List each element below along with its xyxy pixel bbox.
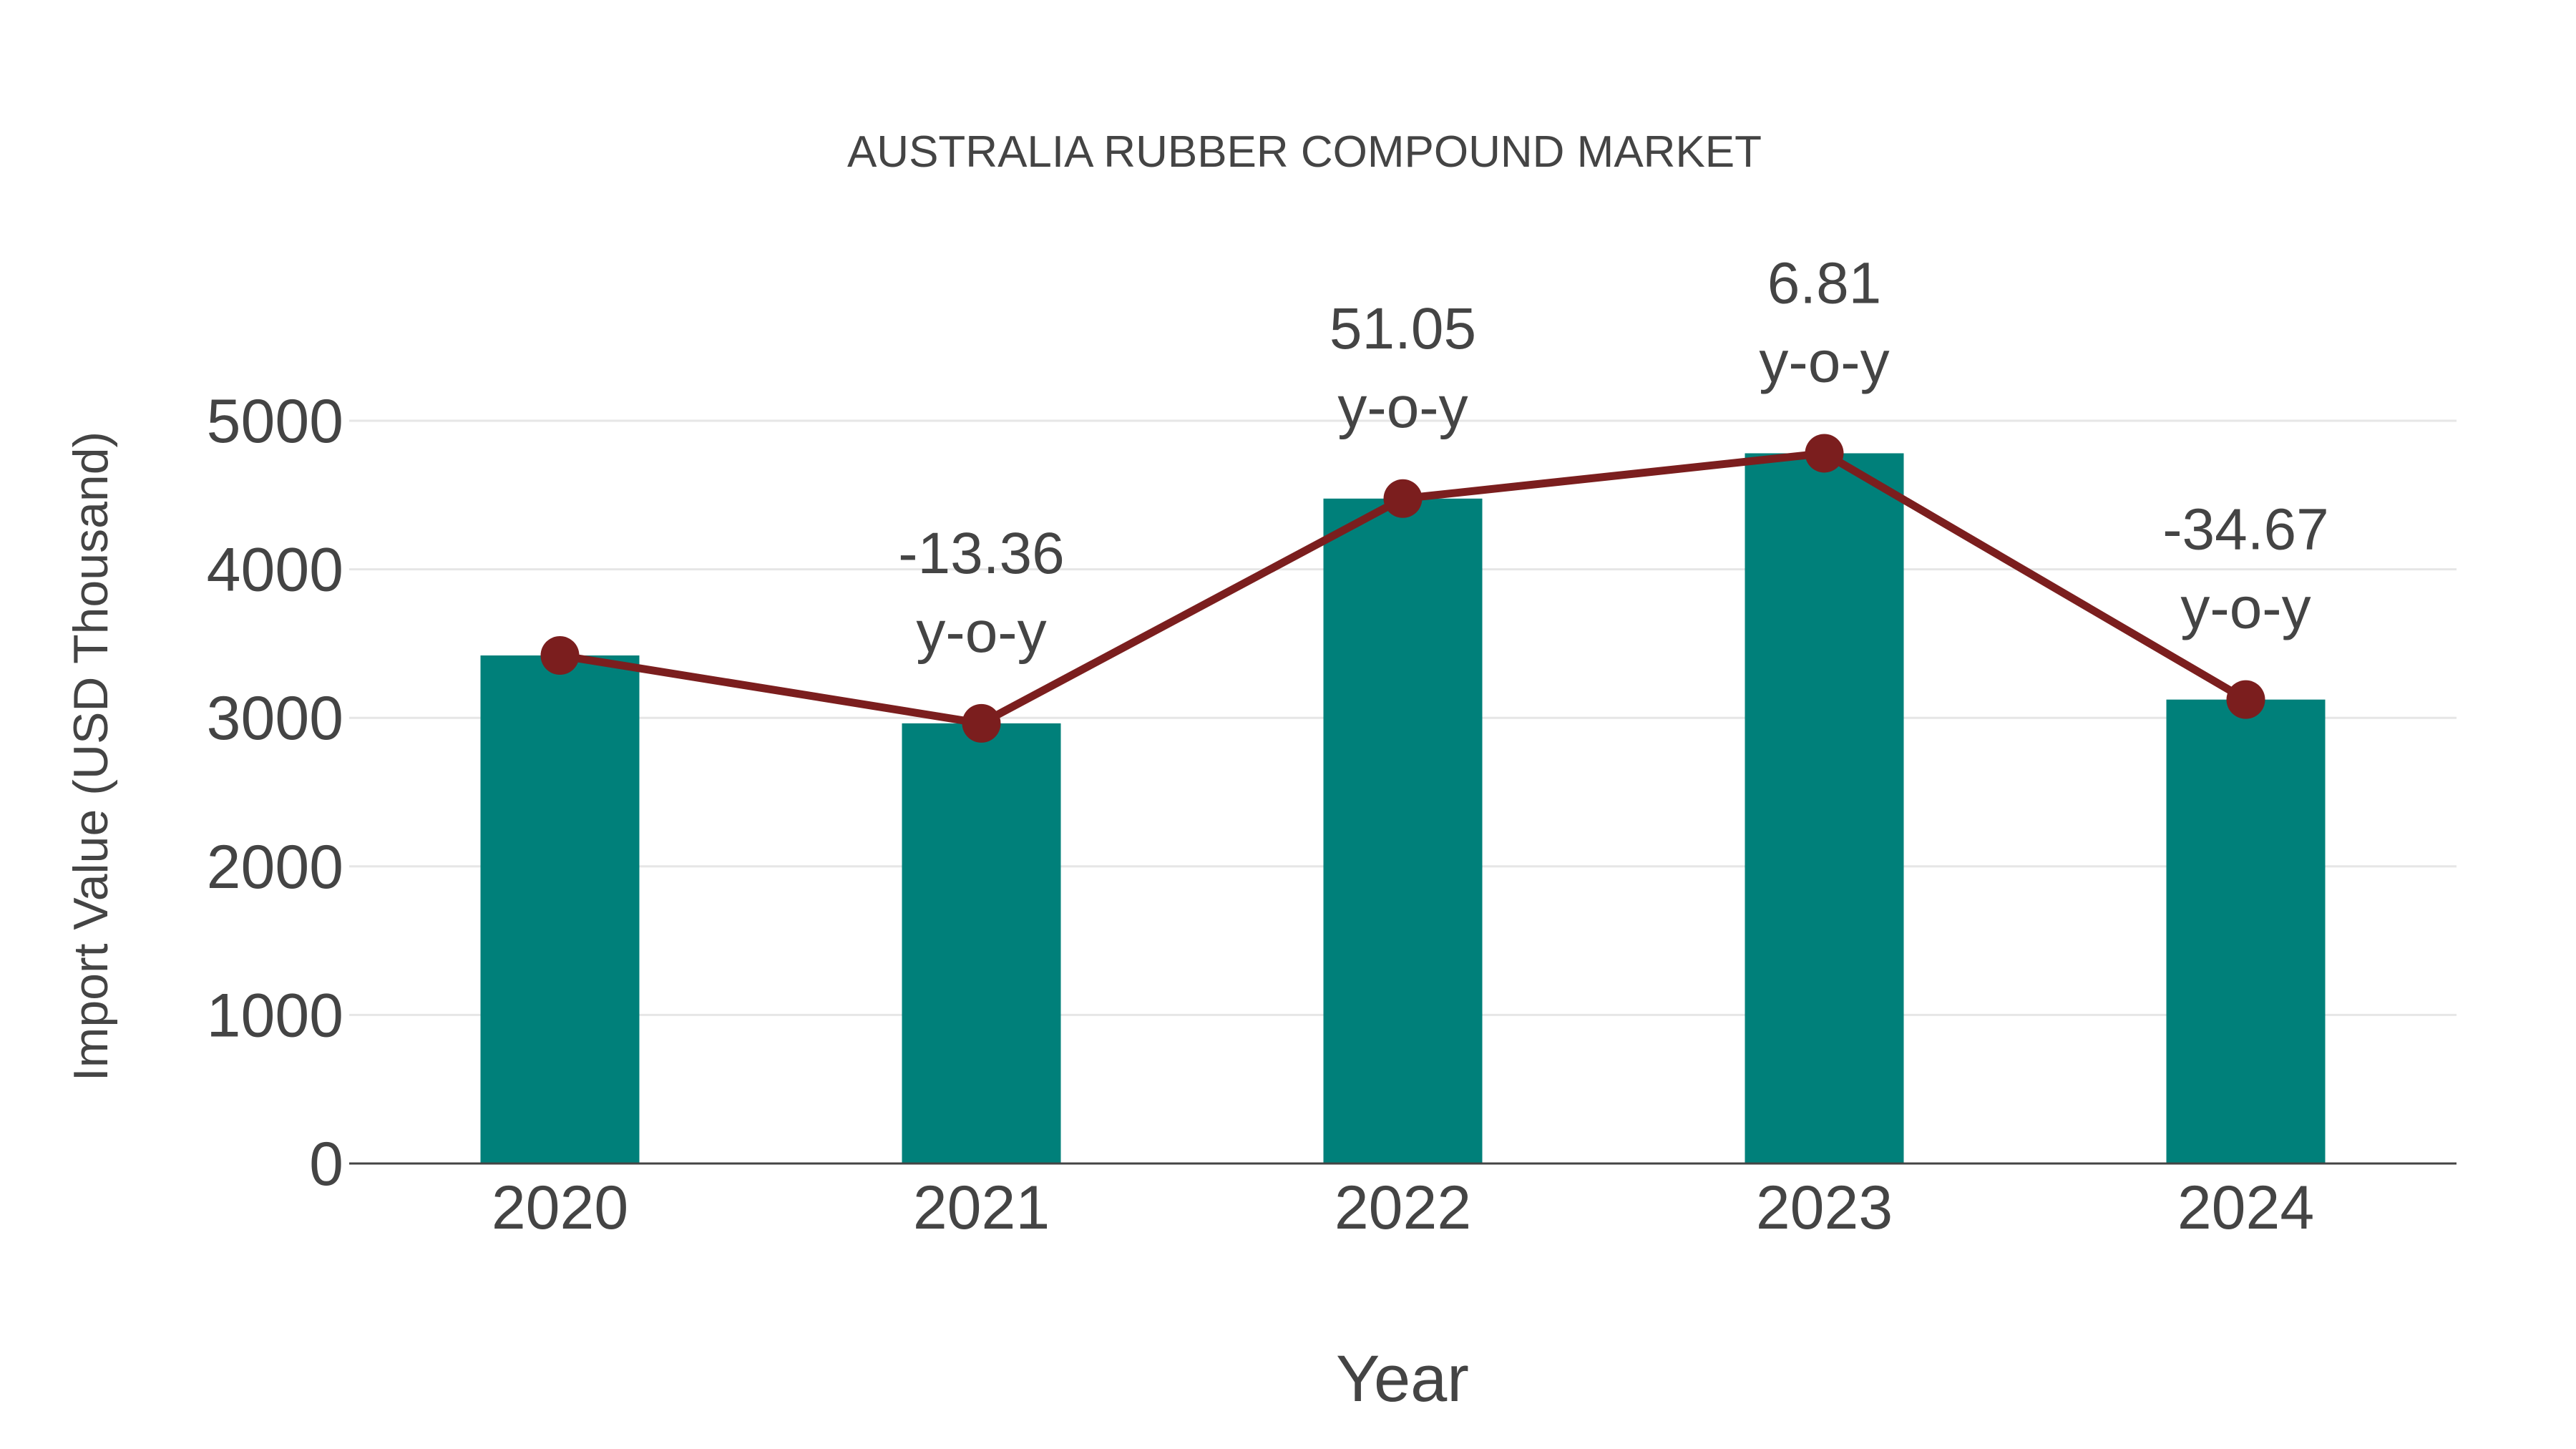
chart-title: AUSTRALIA RUBBER COMPOUND MARKET (847, 127, 1762, 177)
y-tick-label: 3000 (207, 684, 343, 753)
yoy-value: 6.81 (1767, 250, 1882, 316)
x-axis-ticks: 2020 2021 2022 2023 2024 (492, 1174, 2314, 1242)
y-tick-label: 1000 (207, 981, 343, 1050)
bar (1323, 498, 1483, 1163)
trend-line (540, 434, 2265, 743)
yoy-value: -13.36 (898, 521, 1065, 586)
bar (902, 723, 1061, 1163)
y-tick-label: 4000 (207, 536, 343, 605)
x-tick-label: 2021 (913, 1174, 1050, 1242)
y-tick-label: 5000 (207, 387, 343, 456)
yoy-label: y-o-y (916, 600, 1046, 665)
yoy-value: 51.05 (1330, 296, 1476, 361)
yoy-annotations: -13.36 y-o-y 51.05 y-o-y 6.81 y-o-y -34.67 y-o-… (898, 250, 2329, 664)
yoy-value: -34.67 (2162, 497, 2329, 562)
y-tick-label: 2000 (207, 833, 343, 902)
bars (480, 453, 2326, 1163)
trend-marker (1805, 434, 1844, 473)
y-axis-label: Import Value (USD Thousand) (64, 431, 118, 1081)
yoy-label: y-o-y (2180, 576, 2311, 641)
y-axis-ticks: 0 1000 2000 3000 4000 5000 (207, 387, 343, 1199)
x-tick-label: 2023 (1756, 1174, 1893, 1242)
trend-marker (540, 636, 580, 675)
trend-marker (962, 703, 1001, 743)
y-tick-label: 0 (309, 1130, 343, 1199)
yoy-label: y-o-y (1759, 329, 1889, 394)
bar (1745, 453, 1904, 1163)
yoy-label: y-o-y (1337, 375, 1468, 440)
trend-marker (2226, 680, 2265, 719)
x-tick-label: 2020 (492, 1174, 628, 1242)
bar (480, 655, 640, 1163)
x-tick-label: 2022 (1335, 1174, 1471, 1242)
x-tick-label: 2024 (2177, 1174, 2314, 1242)
x-axis-label: Year (1336, 1342, 1469, 1415)
bar (2166, 699, 2326, 1163)
trend-marker (1383, 479, 1423, 518)
